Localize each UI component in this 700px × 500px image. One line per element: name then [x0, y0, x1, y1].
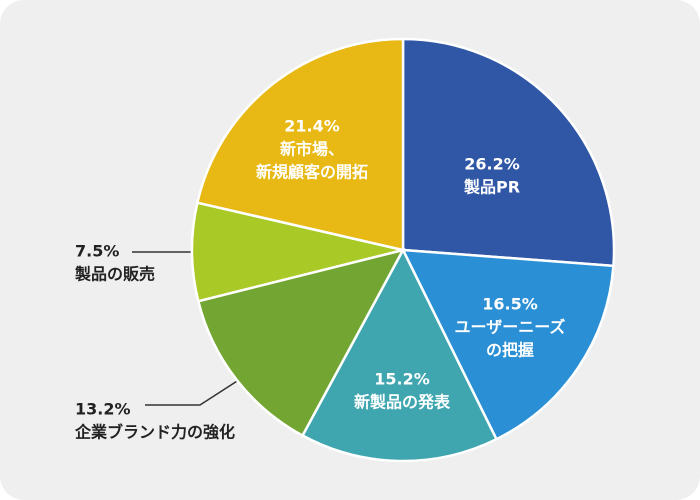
category-label: 新製品の発表 — [354, 393, 451, 412]
value-label: 7.5% — [75, 242, 119, 261]
pie-slice — [190, 201, 404, 303]
value-label: 15.2% — [374, 370, 430, 389]
pie-slice — [196, 248, 406, 438]
pie-slice — [195, 37, 405, 252]
pie-slice — [401, 37, 616, 268]
value-label: 26.2% — [464, 155, 520, 174]
pie-slice — [300, 247, 499, 463]
category-label: 新市場、 — [280, 140, 344, 159]
category-label: の把握 — [486, 341, 534, 360]
category-label: ユーザーニーズ — [455, 318, 566, 337]
value-label: 21.4% — [284, 117, 340, 136]
value-label: 13.2% — [75, 400, 131, 419]
value-label: 16.5% — [482, 295, 538, 314]
category-label: 企業ブランド力の強化 — [74, 423, 235, 442]
category-label: 製品の販売 — [74, 265, 155, 284]
category-label: 製品PR — [463, 178, 520, 197]
category-label: 新規顧客の開拓 — [256, 163, 368, 182]
pie-slice — [400, 248, 615, 441]
